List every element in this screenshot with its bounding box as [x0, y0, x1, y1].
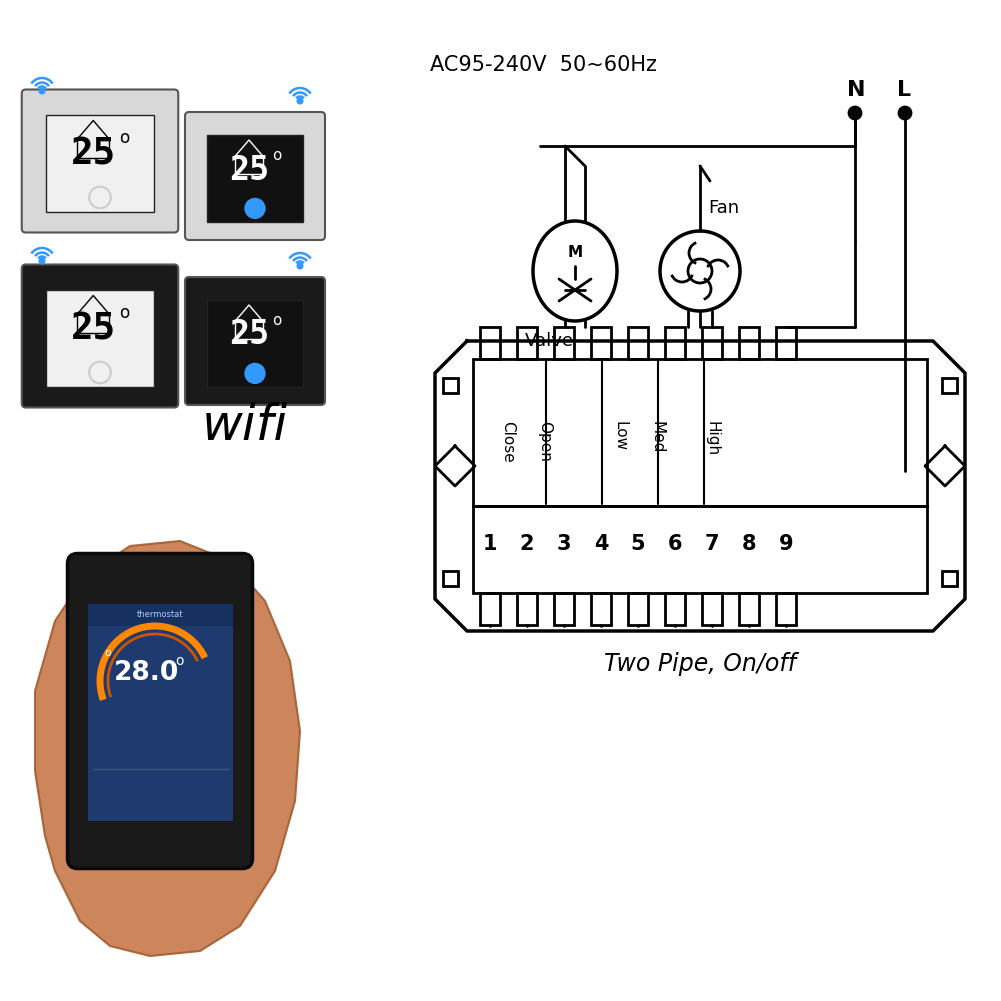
Text: High: High	[705, 421, 720, 456]
Text: o: o	[272, 148, 281, 163]
Text: 28.0: 28.0	[114, 660, 179, 686]
Bar	[665, 593, 685, 625]
Bar	[591, 593, 611, 625]
Text: 7: 7	[705, 535, 720, 555]
Bar	[665, 327, 685, 359]
FancyBboxPatch shape	[67, 554, 252, 869]
Text: o: o	[175, 654, 183, 668]
Text: 2: 2	[520, 535, 535, 555]
Text: 3: 3	[557, 535, 572, 555]
Bar	[148, 570, 172, 578]
Bar	[739, 593, 759, 625]
Circle shape	[39, 258, 44, 263]
Text: o: o	[119, 129, 129, 147]
FancyBboxPatch shape	[22, 89, 178, 232]
Text: 25: 25	[71, 311, 116, 347]
Bar	[480, 327, 500, 359]
Bar	[473, 506, 927, 593]
Text: o: o	[272, 313, 281, 328]
Bar	[443, 571, 458, 586]
Text: L: L	[897, 80, 911, 100]
Circle shape	[899, 107, 911, 119]
Circle shape	[198, 651, 212, 665]
Polygon shape	[35, 541, 300, 956]
Text: 6: 6	[668, 535, 683, 555]
Bar	[702, 593, 722, 625]
Text: Low: Low	[613, 421, 628, 451]
Circle shape	[849, 107, 861, 119]
Bar	[46, 115, 154, 212]
Bar	[207, 135, 303, 221]
Bar	[942, 571, 957, 586]
Bar	[591, 327, 611, 359]
Text: 5: 5	[631, 535, 646, 555]
Circle shape	[171, 645, 189, 663]
Bar	[207, 300, 303, 386]
Text: 25: 25	[229, 318, 269, 351]
Text: N: N	[847, 80, 866, 100]
Bar	[776, 327, 796, 359]
FancyBboxPatch shape	[22, 264, 178, 407]
Circle shape	[95, 642, 119, 666]
Text: AC95-240V  50~60Hz: AC95-240V 50~60Hz	[430, 55, 657, 75]
Text: 25: 25	[71, 136, 116, 172]
Bar	[942, 378, 957, 393]
Bar	[480, 593, 500, 625]
Text: 4: 4	[594, 535, 609, 555]
Text: M: M	[568, 245, 584, 260]
Text: wifi: wifi	[202, 402, 288, 450]
Text: Two Pipe, On/off: Two Pipe, On/off	[604, 652, 796, 676]
Text: thermostat: thermostat	[137, 610, 183, 619]
Bar	[473, 359, 927, 506]
Bar	[87, 604, 232, 626]
Circle shape	[206, 645, 224, 663]
Circle shape	[297, 98, 302, 103]
Bar	[87, 604, 232, 821]
FancyBboxPatch shape	[185, 277, 325, 405]
Text: Med: Med	[650, 421, 665, 453]
Text: 9: 9	[779, 535, 794, 555]
Bar	[628, 327, 648, 359]
Circle shape	[245, 199, 264, 218]
Text: o: o	[119, 304, 129, 322]
Text: o: o	[104, 649, 111, 659]
Circle shape	[245, 363, 264, 383]
Circle shape	[297, 263, 302, 268]
Bar	[517, 593, 537, 625]
Bar	[554, 327, 574, 359]
Bar	[46, 290, 154, 387]
Text: 25: 25	[229, 153, 269, 186]
Text: Close: Close	[500, 421, 516, 462]
Text: Fan: Fan	[708, 199, 739, 217]
Text: Open: Open	[538, 421, 553, 461]
Bar	[702, 327, 722, 359]
Text: Valve: Valve	[525, 332, 574, 350]
Text: 1: 1	[482, 535, 497, 555]
Circle shape	[136, 645, 154, 663]
Circle shape	[39, 88, 44, 93]
Bar	[443, 378, 458, 393]
Bar	[776, 593, 796, 625]
Bar	[554, 593, 574, 625]
Bar	[517, 327, 537, 359]
Circle shape	[146, 785, 174, 813]
Bar	[628, 593, 648, 625]
Bar	[739, 327, 759, 359]
Text: 8: 8	[742, 535, 756, 555]
FancyBboxPatch shape	[185, 112, 325, 240]
